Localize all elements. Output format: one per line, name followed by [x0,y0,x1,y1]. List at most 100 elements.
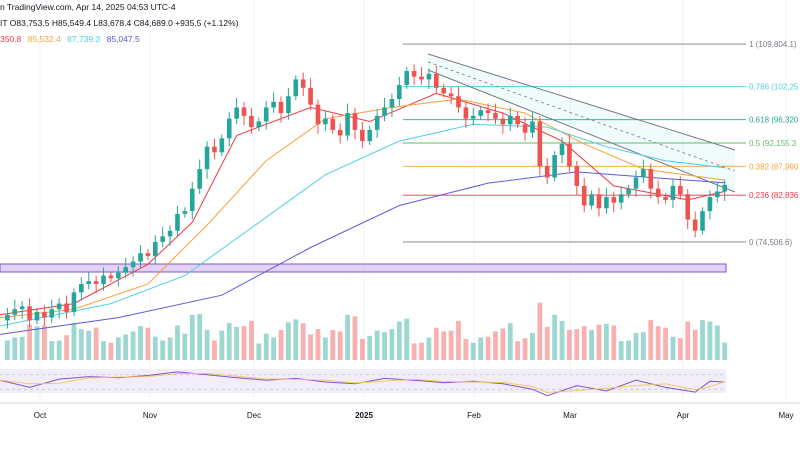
volume-bar [626,340,631,360]
candle-body [256,121,262,128]
candle-body [567,143,572,167]
candle-body [56,303,62,310]
candle-body [108,275,114,279]
volume-bar [367,335,373,360]
volume-bar [655,326,661,360]
volume-bar [648,320,654,360]
candle-body [226,118,232,139]
candle-body [360,129,365,142]
candle-body [293,79,299,97]
ma4-value: 85,047.5 [106,34,140,44]
volume-bar [123,334,129,360]
volume-bar [448,330,454,360]
volume-bar [175,325,180,360]
candle-body [574,166,580,186]
fib-level-label: 0.786 (102,25 [749,82,799,91]
x-tick-label: Feb [467,411,481,420]
volume-bar [226,323,232,360]
volume-bar [663,327,668,360]
volume-bar [692,329,698,360]
volume-bar [27,324,32,360]
candle-body [367,129,373,142]
candle-body [397,85,402,100]
candle-body [212,146,217,153]
ma3-line [0,123,725,327]
volume-bar [4,340,10,360]
volume-bar [552,314,558,360]
volume-bar [382,332,387,360]
candle-body [19,306,25,310]
candle-body [692,219,698,231]
volume-bar [507,323,513,360]
volume-bar [286,322,291,360]
volume-bar [574,329,580,360]
candle-body [552,155,557,178]
volume-bar [596,324,602,360]
ma-values-line: 350.8 85,532.4 87,739.3 85,047.5 [0,34,144,44]
volume-bar [640,332,646,360]
support-zone [0,263,727,273]
x-tick-label: Nov [143,411,157,420]
volume-bar [374,330,380,360]
candle-body [715,191,720,198]
candle-body [507,115,513,125]
candle-body [12,309,18,315]
candle-body [419,76,424,80]
volume-bars [4,302,728,360]
candlesticks [5,64,728,329]
volume-bar [722,342,728,360]
volume-bar [522,338,528,360]
x-tick-label: Dec [247,411,261,420]
volume-bar [603,323,609,360]
volume-bar [167,337,173,360]
candle-body [152,241,158,256]
volume-bar [322,337,328,360]
candle-body [308,87,313,105]
candle-body [116,272,121,279]
volume-bar [101,341,106,360]
candle-body [411,71,417,77]
volume-bar [330,329,336,360]
candle-body [522,124,528,133]
volume-bar [478,337,484,360]
volume-bar [56,340,62,360]
fibonacci-retracement: 1 (109,804.1) 0.786 (102,25 0.618 (96,320 0… [403,40,799,247]
ma4-line [0,171,725,335]
candle-body [700,211,705,231]
candle-body [633,177,639,189]
candle-body [352,113,358,130]
candle-body [655,188,661,198]
candle-body [441,87,446,94]
volume-bar [34,326,40,360]
candle-body [249,115,254,128]
candle-body [596,194,602,209]
candle-body [27,306,32,321]
time-axis: Oct Nov Dec 2025 Feb Mar Apr May [0,402,800,420]
volume-bar [271,337,277,360]
volume-bar [441,331,447,360]
channel-lower-line [427,69,736,193]
volume-bar [204,329,210,360]
candle-body [470,115,476,119]
candle-body [589,194,594,206]
volume-bar [500,328,506,360]
volume-bar [249,320,254,360]
volume-bar [618,341,624,360]
volume-bar [589,329,594,360]
volume-bar [581,326,587,360]
candle-body [604,197,609,209]
candle-body [101,275,106,284]
candle-body [182,211,188,214]
volume-bar [530,332,535,360]
candle-body [641,169,646,178]
candle-body [42,311,47,318]
candle-body [130,261,136,268]
candle-body [189,188,195,212]
volume-bar [293,319,299,360]
candle-body [167,230,173,237]
ma3-value: 87,739.3 [67,34,101,44]
volume-bar [426,337,432,360]
volume-bar [337,331,343,360]
